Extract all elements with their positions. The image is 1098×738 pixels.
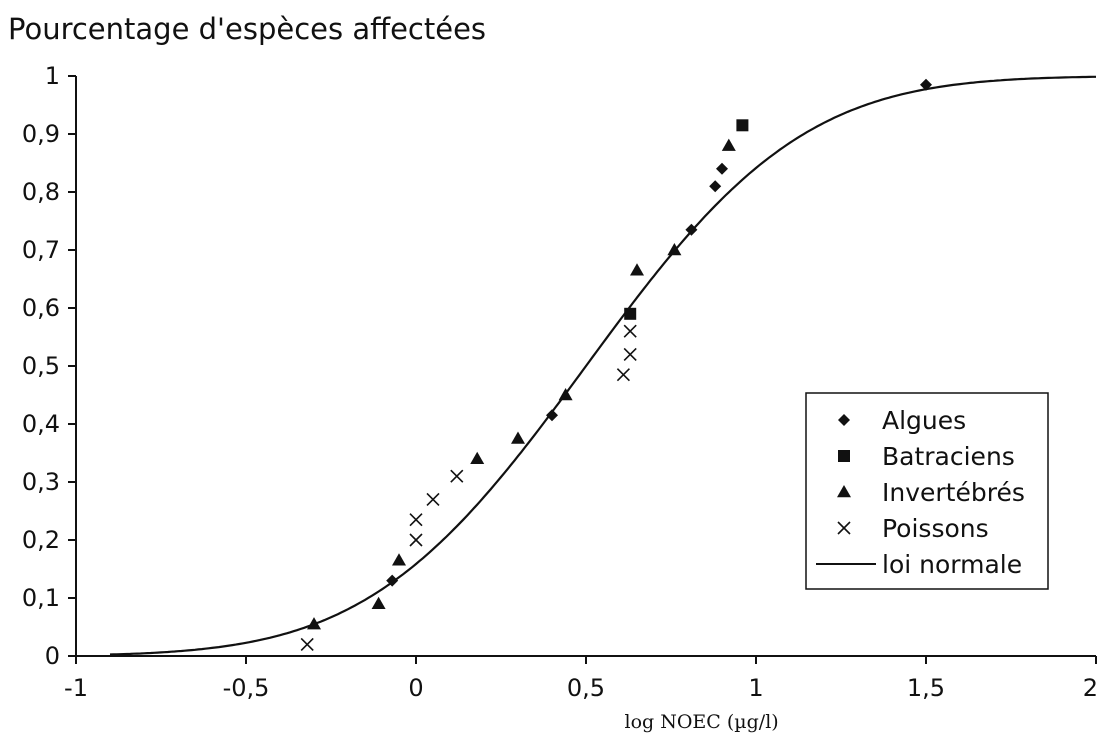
point-triangle — [307, 617, 321, 630]
legend-swatch-triangle — [837, 485, 851, 498]
point-triangle — [667, 243, 682, 256]
y-tick-label: 0,7 — [22, 236, 60, 264]
normal-curve — [109, 75, 1096, 656]
point-diamond — [386, 574, 399, 587]
point-triangle — [511, 431, 525, 444]
point-cross — [426, 492, 440, 506]
curve-layer — [109, 75, 1096, 656]
y-tick-label: 0,8 — [22, 178, 60, 206]
x-tick-label: 1 — [748, 674, 763, 702]
x-tick-label: 1,5 — [907, 674, 945, 702]
point-diamond — [685, 223, 698, 236]
point-cross — [450, 469, 464, 483]
legend: Algues Batraciens Invertébrés Poissons loi n… — [805, 392, 1049, 590]
point-triangle — [630, 263, 644, 276]
point-diamond — [546, 409, 558, 422]
point-cross — [409, 533, 423, 547]
x-tick-label: 0 — [408, 674, 423, 702]
points-layer — [300, 78, 932, 651]
x-tick-label: -1 — [64, 674, 88, 702]
point-triangle — [470, 451, 485, 465]
point-triangle — [558, 388, 573, 401]
x-axis-label: log NOEC (µg/l) — [625, 711, 779, 733]
legend-label: Algues — [882, 406, 966, 435]
legend-swatch-cross — [837, 521, 851, 535]
x-tick-label: 2 — [1083, 674, 1098, 702]
y-tick-label: 0 — [45, 642, 60, 670]
point-triangle — [371, 596, 386, 610]
y-tick-label: 0,1 — [22, 584, 60, 612]
point-square — [624, 307, 637, 320]
legend-label: Batraciens — [882, 442, 1015, 471]
legend-swatch-square — [838, 450, 850, 462]
y-tick-label: 0,2 — [22, 526, 60, 554]
point-triangle — [392, 553, 406, 566]
y-tick-label: 0,9 — [22, 120, 60, 148]
legend-label: Poissons — [882, 514, 989, 543]
point-diamond — [716, 162, 728, 175]
point-cross — [616, 368, 630, 382]
point-square — [736, 119, 749, 132]
point-triangle — [721, 138, 736, 151]
point-cross — [300, 637, 314, 651]
y-tick-label: 1 — [45, 62, 60, 90]
y-tick-label: 0,6 — [22, 294, 60, 322]
chart-title: Pourcentage d'espèces affectées — [8, 12, 487, 46]
legend-label: loi normale — [882, 550, 1022, 579]
x-tick-label: 0,5 — [567, 674, 605, 702]
point-diamond — [709, 180, 722, 193]
point-cross — [623, 324, 637, 338]
legend-label: Invertébrés — [882, 478, 1025, 507]
y-tick-label: 0,3 — [22, 468, 60, 496]
point-cross — [623, 347, 637, 361]
point-cross — [409, 513, 423, 527]
y-tick-label: 0,4 — [22, 410, 60, 438]
x-tick-label: -0,5 — [223, 674, 270, 702]
point-diamond — [920, 78, 932, 91]
legend-swatch-diamond — [838, 414, 850, 426]
axes: 0 0,1 0,2 0,3 0,4 0,5 0,6 0,7 0,8 0,9 1 -1 -0,5 0 0,5 1… — [22, 62, 1098, 733]
y-tick-label: 0,5 — [22, 352, 60, 380]
